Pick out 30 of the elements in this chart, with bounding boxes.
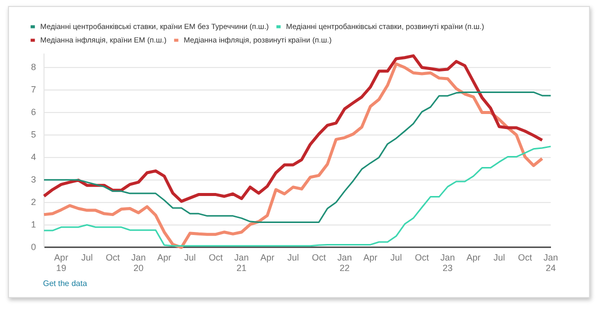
x-tick-label: Jan 23: [440, 252, 455, 274]
x-tick-label: Jul: [493, 252, 505, 262]
x-tick-label: Jul: [287, 252, 299, 262]
x-tick-label: Apr: [466, 252, 480, 262]
x-tick-label: Oct: [208, 252, 224, 262]
x-tick-label: Jul: [81, 252, 93, 262]
x-tick-label: Jan 20: [131, 252, 146, 274]
y-tick-label: 3: [30, 174, 36, 184]
x-tick-label: Jan 21: [234, 252, 249, 274]
text: Get the data: [43, 279, 88, 288]
y-tick-label: 7: [30, 84, 36, 94]
y-tick-label: 0: [30, 242, 36, 252]
x-tick-label: Apr: [363, 252, 378, 262]
x-tick-label: Apr: [157, 252, 172, 262]
x-tick-label: Oct: [414, 252, 430, 262]
x-tick-label: Jul: [184, 252, 196, 262]
x-tick-label: Jan 22: [337, 252, 352, 274]
x-tick-label: Oct: [518, 252, 532, 262]
y-tick-label: 6: [30, 106, 36, 117]
x-tick-label: Oct: [312, 252, 326, 262]
y-tick-label: 4: [30, 152, 36, 162]
x-tick-label: Jan 24: [543, 252, 558, 274]
y-tick-label: 5: [30, 129, 36, 140]
x-tick-label: Apr: [260, 252, 274, 262]
x-tick-label: Oct: [106, 252, 120, 262]
y-tick-label: 8: [30, 62, 36, 72]
x-tick-label: Jul: [390, 252, 402, 262]
x-tick-label: Apr 19: [54, 252, 68, 274]
y-tick-label: 1: [30, 219, 36, 230]
y-tick-label: 2: [30, 196, 36, 207]
